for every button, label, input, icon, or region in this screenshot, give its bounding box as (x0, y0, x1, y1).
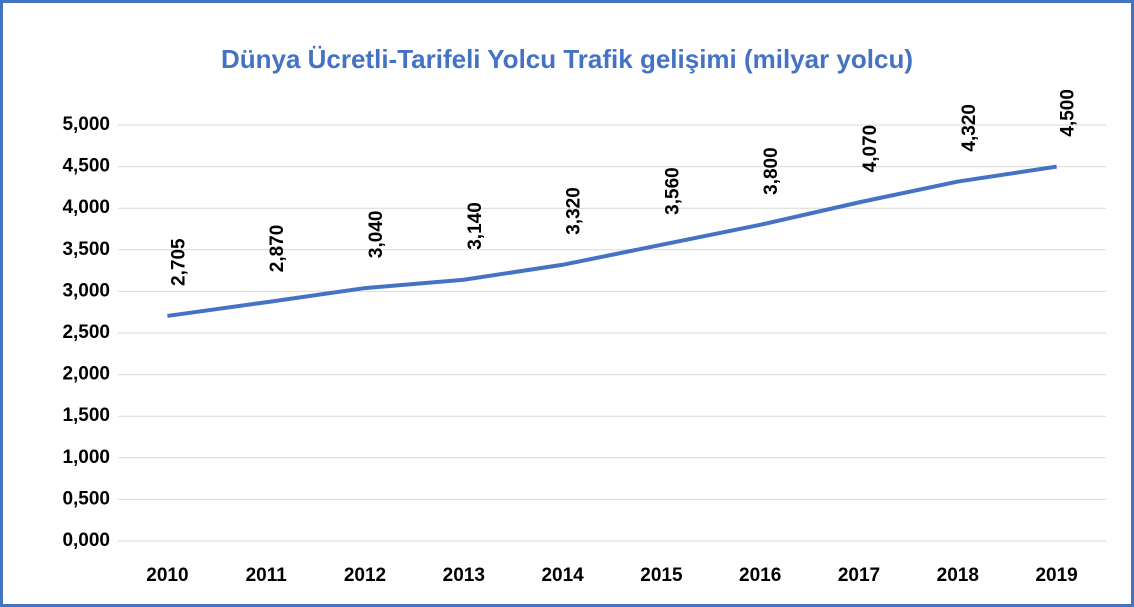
y-tick-label: 4,000 (62, 197, 110, 218)
data-label: 3,800 (761, 147, 782, 195)
data-label: 3,140 (465, 202, 486, 250)
y-tick-label: 0,500 (62, 488, 110, 509)
x-tick-label: 2010 (146, 565, 188, 586)
y-tick-label: 3,500 (62, 239, 110, 260)
x-tick-label: 2013 (443, 565, 485, 586)
data-label: 2,870 (267, 225, 288, 273)
y-tick-label: 2,500 (62, 322, 110, 343)
data-label: 3,560 (662, 167, 683, 215)
y-tick-label: 0,000 (62, 530, 110, 551)
y-tick-label: 5,000 (62, 114, 110, 135)
data-label: 3,040 (366, 211, 387, 259)
data-label: 2,705 (168, 238, 189, 286)
data-label: 4,070 (860, 125, 881, 173)
x-tick-label: 2016 (739, 565, 781, 586)
x-tick-label: 2018 (937, 565, 979, 586)
x-tick-label: 2014 (541, 565, 584, 586)
data-label: 4,320 (959, 104, 980, 152)
data-label: 3,320 (564, 187, 585, 235)
chart-title: Dünya Ücretli-Tarifeli Yolcu Trafik geli… (221, 44, 913, 74)
x-tick-label: 2015 (640, 565, 683, 586)
y-tick-label: 1,500 (62, 405, 110, 426)
y-tick-label: 1,000 (62, 447, 110, 468)
data-label: 4,500 (1058, 89, 1079, 137)
x-tick-label: 2019 (1035, 565, 1077, 586)
x-tick-label: 2012 (344, 565, 386, 586)
x-tick-label: 2011 (246, 565, 288, 586)
y-tick-label: 3,000 (62, 280, 110, 301)
line (167, 164, 1057, 318)
y-tick-label: 4,500 (62, 156, 110, 177)
y-tick-label: 2,000 (62, 364, 110, 385)
x-tick-label: 2017 (838, 565, 880, 586)
